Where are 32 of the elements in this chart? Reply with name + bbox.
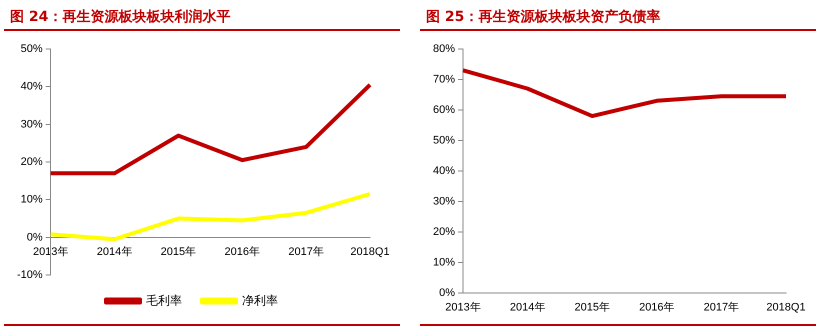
y-tick-label: 20% (432, 226, 456, 238)
x-tick-label: 2015年 (574, 301, 610, 314)
y-tick-label: 30% (432, 195, 456, 208)
y-tick-label: -10% (16, 269, 43, 282)
x-tick-label: 2017年 (704, 301, 740, 314)
legend-label: 净利率 (242, 293, 278, 308)
y-tick-label: 70% (432, 74, 456, 86)
y-tick-label: 50% (20, 43, 43, 56)
y-tick-label: 20% (20, 156, 43, 168)
chart-title: 图 25：再生资源板块板块资产负债率 (420, 6, 816, 31)
chart-title: 图 24：再生资源板块板块利润水平 (4, 6, 400, 31)
x-tick-label: 2014年 (510, 301, 546, 314)
y-tick-label: 10% (20, 194, 43, 206)
y-tick-label: 40% (20, 80, 43, 93)
x-tick-label: 2018Q1 (766, 301, 806, 314)
x-tick-label: 2015年 (160, 246, 196, 258)
x-tick-label: 2016年 (639, 301, 675, 314)
legend-label: 毛利率 (146, 293, 182, 308)
y-tick-label: 80% (432, 43, 456, 56)
x-tick-label: 2017年 (288, 246, 324, 258)
y-tick-label: 10% (432, 256, 456, 268)
y-tick-label: 30% (20, 118, 43, 130)
y-tick-label: 0% (439, 286, 456, 299)
y-tick-label: 60% (432, 104, 456, 116)
x-tick-label: 2013年 (445, 301, 481, 314)
y-tick-label: 40% (432, 164, 456, 177)
x-tick-label: 2018Q1 (350, 246, 390, 258)
x-tick-label: 2013年 (32, 246, 68, 258)
x-tick-label: 2014年 (96, 246, 132, 258)
y-tick-label: 0% (26, 231, 43, 244)
y-tick-label: 50% (432, 134, 456, 146)
x-tick-label: 2016年 (224, 246, 260, 258)
